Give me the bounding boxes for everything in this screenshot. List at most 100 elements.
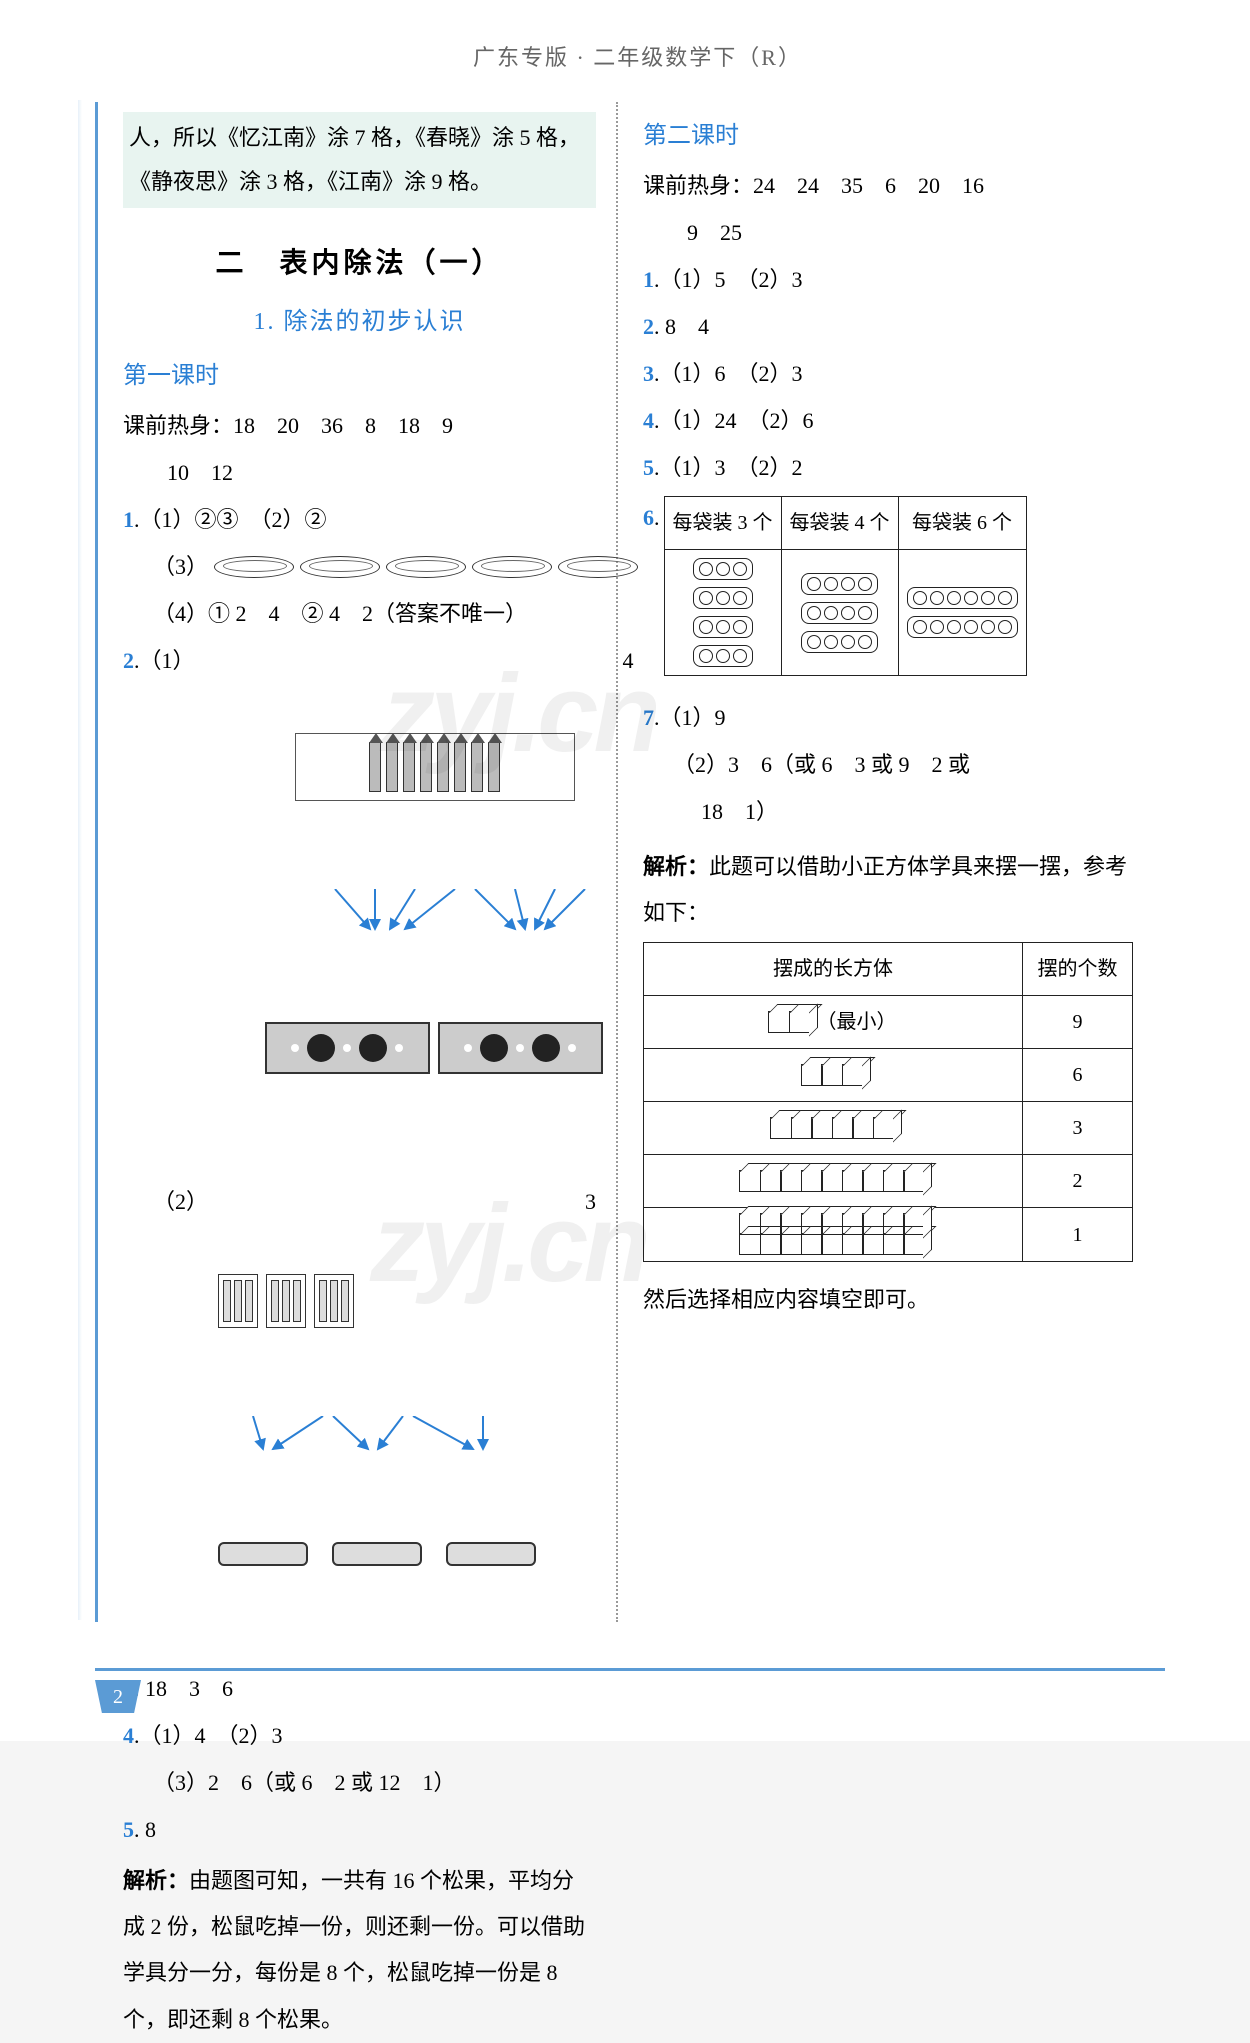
plate-icon <box>558 556 638 578</box>
pencil-group-icon <box>218 1274 258 1328</box>
pencil-cases <box>265 1022 615 1074</box>
page-header: 广东专版 · 二年级数学下（R） <box>95 40 1180 72</box>
warmup-label: 课前热身： <box>643 173 753 198</box>
analysis2-block: 解析：此题可以借助小正方体学具来摆一摆，参考如下： <box>643 844 1138 936</box>
q2-b-row: （2） <box>123 1180 596 1664</box>
q2-a-row: 2.（1） <box>123 639 596 1172</box>
right-column: 第二课时 课前热身：24 24 35 6 20 16 9 25 1.（1）5 （… <box>618 102 1158 1622</box>
warmup-line: 课前热身：18 20 36 8 18 9 <box>123 404 596 448</box>
plate-icon <box>214 556 294 578</box>
analysis-block: 解析：由题图可知，一共有 16 个松果，平均分成 2 份，松鼠吃掉一份，则还剩一… <box>123 1858 596 2043</box>
panda-icon <box>480 1034 508 1062</box>
cuboid-count: 9 <box>1023 996 1133 1049</box>
side-shadow <box>78 100 82 1620</box>
r-q5: 5.（1）3 （2）2 <box>643 446 1138 490</box>
cuboid-count: 1 <box>1023 1208 1133 1262</box>
plate-icon <box>472 556 552 578</box>
q6-label: 6. <box>643 496 660 540</box>
cuboid-header-shape: 摆成的长方体 <box>644 943 1023 996</box>
pencil-icon <box>488 742 500 792</box>
pencil-icon <box>403 742 415 792</box>
cuboid-cell <box>644 1049 1023 1102</box>
q4-b: （3）2 6（或 6 2 或 12 1） <box>123 1761 596 1805</box>
cuboid-suffix: （最小） <box>817 1002 897 1042</box>
table-row: （最小） 9 <box>644 996 1133 1049</box>
pencil-icon <box>454 742 466 792</box>
chapter-title: 二 表内除法（一） <box>123 236 596 292</box>
q6-cell <box>781 550 898 676</box>
r-q3: 3.（1）6 （2）3 <box>643 352 1138 396</box>
table-row: 1 <box>644 1208 1133 1262</box>
table-row: 6 <box>644 1049 1133 1102</box>
eraser-icon <box>218 1542 308 1566</box>
closing-text: 然后选择相应内容填空即可。 <box>643 1278 1138 1322</box>
pencil-icon <box>369 742 381 792</box>
analysis-label: 解析： <box>123 1868 189 1893</box>
cuboid-cell: （最小） <box>644 996 1023 1049</box>
pencil-icon <box>437 742 449 792</box>
q1-b-row: （3） <box>123 545 596 589</box>
q6-header: 每袋装 3 个 <box>664 497 781 550</box>
table-row: 2 <box>644 1155 1133 1208</box>
content-area: 人，所以《忆江南》涂 7 格，《春晓》涂 5 格，《静夜思》涂 3 格，《江南》… <box>95 102 1180 1622</box>
intro-box: 人，所以《忆江南》涂 7 格，《春晓》涂 5 格，《静夜思》涂 3 格，《江南》… <box>123 112 596 208</box>
pencil-groups <box>218 1274 577 1328</box>
cuboid-count: 2 <box>1023 1155 1133 1208</box>
lesson1-title: 第一课时 <box>123 352 596 400</box>
cuboid-cell <box>644 1155 1023 1208</box>
q2-b-answer: 3 <box>585 1180 596 1664</box>
warmup-line2: 10 12 <box>123 451 596 495</box>
pencil-group-icon <box>266 1274 306 1328</box>
pencil-group-icon <box>314 1274 354 1328</box>
pencil-icon <box>386 742 398 792</box>
cuboid-table: 摆成的长方体 摆的个数 （最小） 9 6 <box>643 942 1133 1262</box>
r-q7-c: 18 1） <box>643 790 1138 834</box>
warmup-values: 24 24 35 6 20 16 <box>753 173 984 198</box>
q6-cell <box>664 550 781 676</box>
q2-1-illustration <box>195 645 615 1162</box>
cuboid-header-count: 摆的个数 <box>1023 943 1133 996</box>
panda-icon <box>359 1034 387 1062</box>
q4-a: 4.（1）4 （2）3 <box>123 1714 596 1758</box>
q5: 5. 8 <box>123 1808 596 1852</box>
arrows-down-icon <box>208 1416 548 1454</box>
warmup-label: 课前热身： <box>123 413 233 438</box>
q2-2-illustration <box>208 1186 577 1654</box>
panda-icon <box>307 1034 335 1062</box>
eraser-icon <box>332 1542 422 1566</box>
q3: 3. 18 3 6 <box>123 1667 596 1711</box>
q2-b-label: （2） <box>123 1180 208 1664</box>
warmup2-line: 课前热身：24 24 35 6 20 16 <box>643 164 1138 208</box>
table-row: 摆成的长方体 摆的个数 <box>644 943 1133 996</box>
arrows-down-icon <box>275 889 615 934</box>
warmup2-line2: 9 25 <box>643 211 1138 255</box>
r-q7-b: （2）3 6（或 6 3 或 9 2 或 <box>643 743 1138 787</box>
r-q4: 4.（1）24 （2）6 <box>643 399 1138 443</box>
r-q7-a: 7.（1）9 <box>643 696 1138 740</box>
r-q1: 1.（1）5 （2）3 <box>643 258 1138 302</box>
plate-icon <box>386 556 466 578</box>
plate-icon <box>300 556 380 578</box>
pencil-case-icon <box>438 1022 603 1074</box>
analysis-text: 此题可以借助小正方体学具来摆一摆，参考如下： <box>643 854 1127 925</box>
plates-illustration <box>214 556 638 578</box>
r-q2: 2. 8 4 <box>643 305 1138 349</box>
table-row: 每袋装 3 个 每袋装 4 个 每袋装 6 个 <box>664 497 1026 550</box>
warmup-values: 18 20 36 8 18 9 <box>233 413 453 438</box>
cuboid-cell <box>644 1102 1023 1155</box>
table-row <box>664 550 1026 676</box>
r-q6: 6. 每袋装 3 个 每袋装 4 个 每袋装 6 个 <box>643 496 1138 676</box>
pencil-case-icon <box>265 1022 430 1074</box>
analysis-text: 由题图可知，一共有 16 个松果，平均分成 2 份，松鼠吃掉一份，则还剩一份。可… <box>123 1868 585 2032</box>
section-title: 1. 除法的初步认识 <box>123 298 596 346</box>
q6-header: 每袋装 4 个 <box>781 497 898 550</box>
q1-a: 11.（1）②③ （2）②.（1）②③ （2）② <box>123 498 596 542</box>
pencil-icon <box>471 742 483 792</box>
panda-icon <box>532 1034 560 1062</box>
erasers <box>218 1542 577 1566</box>
cuboid-count: 3 <box>1023 1102 1133 1155</box>
q6-cell <box>898 550 1026 676</box>
cuboid-count: 6 <box>1023 1049 1133 1102</box>
eraser-icon <box>446 1542 536 1566</box>
lesson2-title: 第二课时 <box>643 112 1138 160</box>
